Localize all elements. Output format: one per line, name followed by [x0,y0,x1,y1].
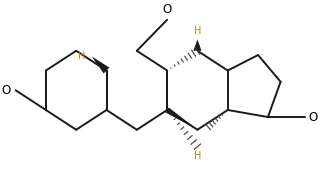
Polygon shape [92,56,109,74]
Polygon shape [165,107,198,130]
Text: O: O [162,3,172,16]
Text: H: H [78,51,85,61]
Text: H: H [194,151,201,161]
Polygon shape [193,40,202,51]
Text: H: H [194,26,202,36]
Text: O: O [309,111,318,124]
Text: O: O [1,84,11,97]
